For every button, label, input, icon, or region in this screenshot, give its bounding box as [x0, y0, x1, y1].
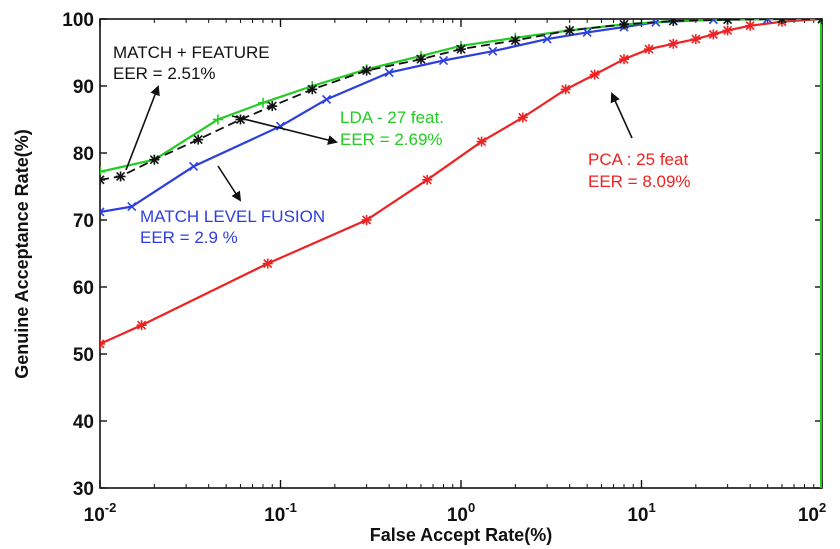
data-point [127, 202, 137, 212]
data-point [651, 19, 661, 27]
data-point [384, 68, 394, 78]
data-point [322, 94, 332, 104]
y-tick-label: 70 [73, 211, 94, 232]
data-point [776, 19, 787, 24]
data-point [690, 34, 701, 45]
data-point [488, 46, 498, 56]
data-point [817, 19, 822, 24]
data-point [361, 215, 372, 225]
y-tick-label: 80 [73, 144, 94, 165]
arrow-pca [610, 92, 633, 139]
data-point [722, 25, 733, 36]
annotation-lda-name: LDA - 27 feat. [340, 108, 444, 127]
y-axis-label: Genuine Acceptance Rate(%) [12, 129, 32, 378]
y-tick-label: 40 [73, 412, 94, 433]
data-point [745, 20, 756, 31]
y-tick-label: 60 [73, 278, 94, 299]
data-point [619, 19, 630, 30]
data-point [722, 19, 733, 25]
data-point [361, 65, 372, 76]
x-tick-label: 10-2 [84, 500, 117, 526]
data-point [100, 207, 105, 217]
data-point [708, 19, 718, 25]
data-point [668, 19, 679, 27]
x-tick-label: 10-1 [264, 500, 297, 526]
data-point [149, 154, 160, 165]
data-point [517, 112, 528, 123]
data-point [542, 34, 552, 44]
data-point [100, 338, 105, 349]
data-point [193, 134, 204, 145]
annotation-lda: LDA - 27 feat. EER = 2.69% [231, 108, 444, 149]
data-point [582, 27, 592, 37]
data-point [136, 320, 147, 331]
data-point [212, 114, 223, 125]
y-tick-label: 50 [73, 345, 94, 366]
annotation-match-level-eer: EER = 2.9 % [140, 228, 238, 247]
arrow-match-level [217, 165, 242, 202]
data-point [100, 166, 105, 177]
annotation-match-level: MATCH LEVEL FUSION EER = 2.9 % [140, 165, 325, 247]
data-point [668, 38, 679, 49]
annotation-pca-eer: EER = 8.09% [588, 172, 691, 191]
data-point [476, 136, 487, 147]
y-tick-label: 90 [73, 77, 94, 98]
data-point [643, 44, 654, 55]
y-axis-ticks: 30 40 50 60 70 80 90 100 [62, 10, 822, 500]
data-point [189, 161, 199, 171]
annotation-pca: PCA : 25 feat EER = 8.09% [588, 92, 691, 191]
x-tick-label: 100 [447, 500, 475, 526]
x-axis-ticks: 10-2 10-1 100 101 102 [84, 19, 826, 526]
annotation-match-feature-eer: EER = 2.51% [113, 64, 216, 83]
data-point [438, 55, 449, 66]
data-point [589, 69, 600, 80]
data-point [560, 84, 571, 95]
data-point [115, 171, 126, 182]
data-point [708, 29, 719, 40]
annotation-match-level-name: MATCH LEVEL FUSION [140, 207, 325, 226]
x-axis-label: False Accept Rate(%) [370, 525, 552, 545]
arrow-match-feature [125, 85, 160, 171]
arrow-lda [231, 115, 338, 145]
plot-frame [99, 18, 823, 489]
data-point [456, 44, 466, 55]
data-point [258, 97, 269, 108]
y-tick-label: 30 [73, 479, 94, 500]
data-point [267, 101, 278, 112]
data-point [564, 25, 575, 36]
data-point [415, 54, 426, 65]
x-tick-label: 102 [798, 500, 826, 526]
data-point [262, 258, 273, 269]
annotation-match-feature: MATCH + FEATURE EER = 2.51% [113, 43, 270, 171]
data-point [763, 19, 773, 24]
marker-layer [100, 19, 822, 349]
x-tick-label: 101 [627, 500, 655, 526]
data-point [619, 54, 630, 65]
data-point [100, 174, 105, 185]
data-point [422, 174, 433, 185]
annotation-match-feature-name: MATCH + FEATURE [113, 43, 270, 62]
annotation-lda-eer: EER = 2.69% [340, 130, 443, 149]
data-point [510, 35, 521, 46]
y-tick-label: 100 [62, 10, 94, 31]
data-point [307, 84, 318, 95]
annotation-pca-name: PCA : 25 feat [588, 150, 688, 169]
